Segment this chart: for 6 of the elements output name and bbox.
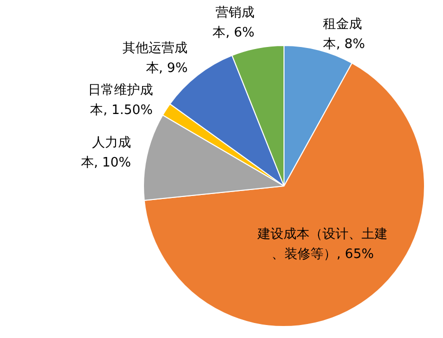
slice-label: 租金成本, 8% — [323, 16, 365, 52]
slice-label: 其他运营成本, 9% — [122, 41, 188, 76]
slice-label: 营销成本, 6% — [212, 5, 255, 40]
slice-label: 人力成本, 10% — [80, 135, 132, 170]
slice-label: 建设成本（设计、土建、装修等）, 65% — [256, 226, 388, 262]
slice-label: 日常维护成本, 1.50% — [88, 83, 153, 118]
